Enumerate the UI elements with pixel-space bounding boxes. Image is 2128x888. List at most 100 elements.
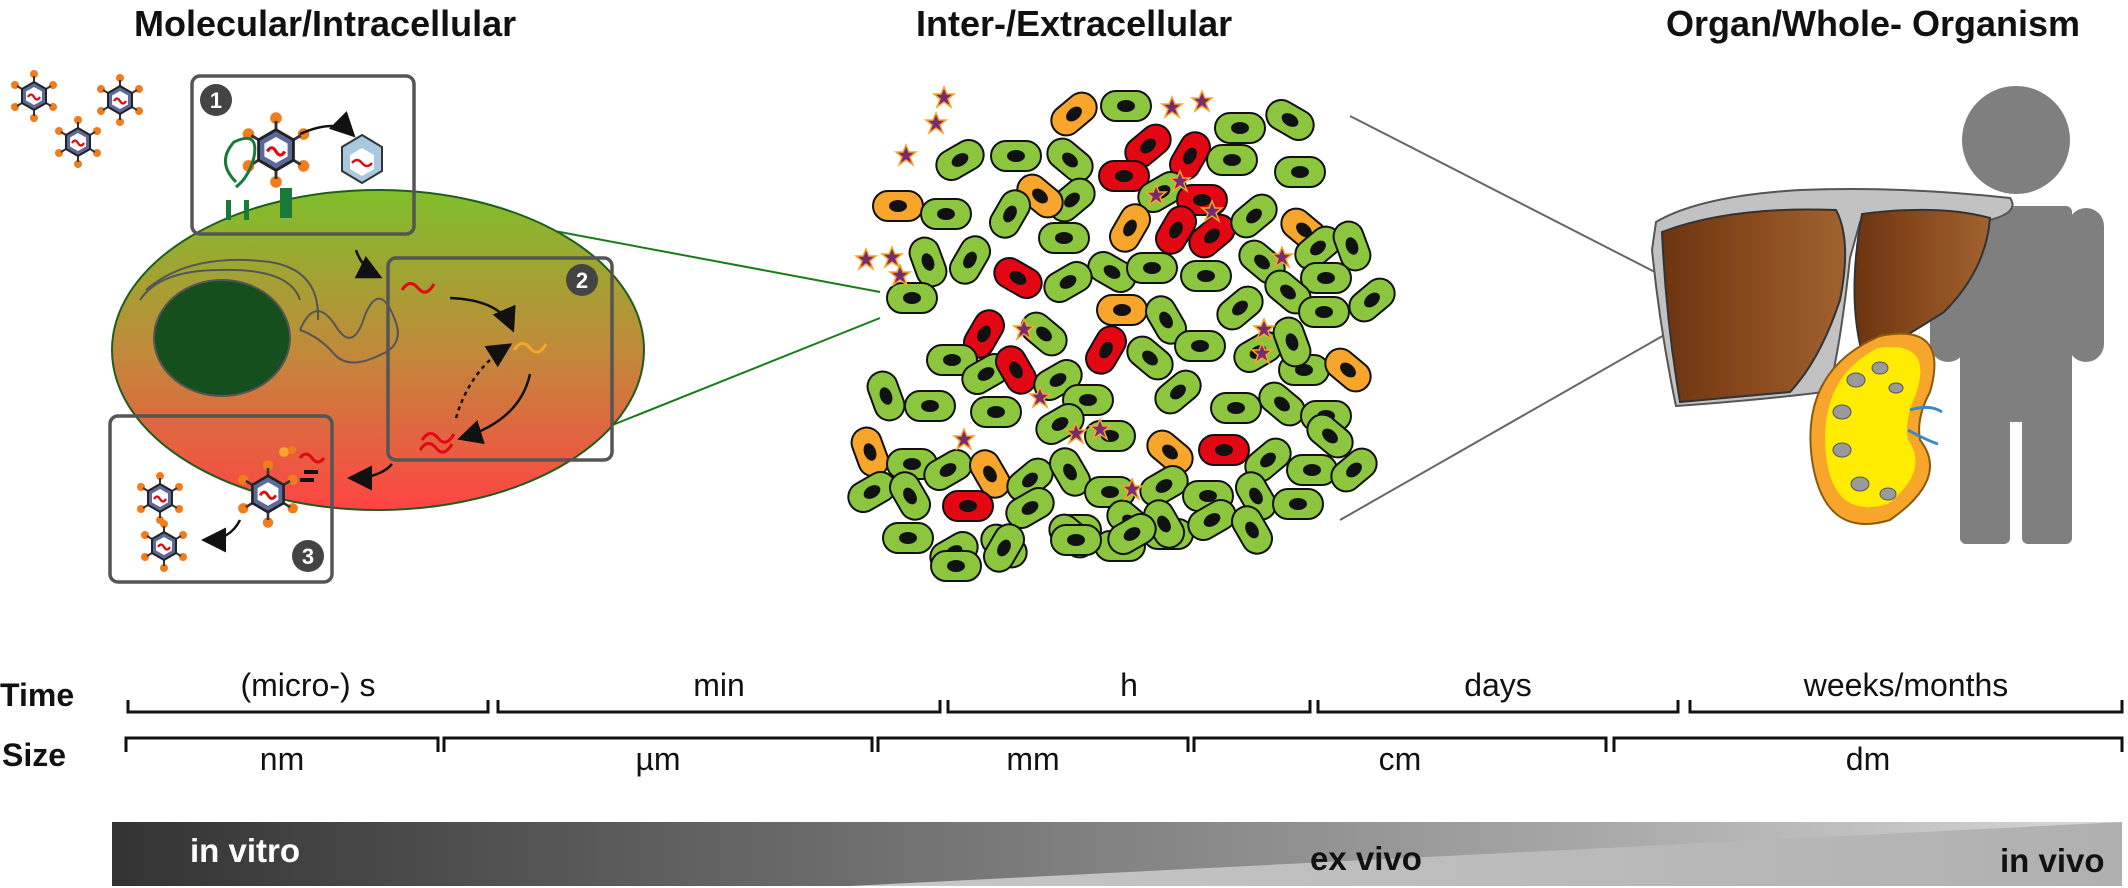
- liver-lobe-right: [1660, 208, 1847, 404]
- arrow-icon: [449, 296, 516, 333]
- virus-icon: [95, 72, 145, 128]
- scale-tick-label: (micro-) s: [240, 667, 375, 703]
- cell: [1332, 220, 1372, 272]
- cell: [1126, 335, 1174, 381]
- cell: [1274, 156, 1326, 188]
- cell: [1100, 90, 1152, 122]
- star-icon: [1161, 96, 1183, 118]
- virus-icon: [241, 110, 311, 190]
- cell: [1180, 260, 1232, 292]
- star-icon: [895, 144, 917, 166]
- ex-vivo-label: ex vivo: [1310, 840, 1422, 877]
- title-molecular: Molecular/Intracellular: [134, 3, 516, 44]
- cell: [1272, 488, 1324, 520]
- receptor-icon: [224, 136, 257, 189]
- cell: [1146, 429, 1194, 475]
- cell: [1230, 193, 1278, 239]
- cell: [1139, 465, 1189, 507]
- model-gradient: in vitro ex vivo in vivo: [112, 822, 2122, 886]
- cell: [989, 189, 1031, 239]
- cell: [1145, 295, 1187, 345]
- rna-icon: [400, 282, 436, 294]
- cell: [866, 370, 906, 422]
- cell: [1050, 91, 1098, 137]
- cell: [847, 471, 897, 513]
- scale-tick-label: days: [1464, 667, 1532, 703]
- cell: [882, 522, 934, 554]
- zoom-line: [1339, 317, 1695, 521]
- scale-tick-label: h: [1120, 667, 1138, 703]
- cell: [1330, 447, 1378, 493]
- cell: [872, 190, 924, 222]
- step-badge-3-label: 3: [302, 544, 314, 569]
- cell: [1005, 487, 1055, 529]
- cell: [1300, 262, 1352, 294]
- cell: [850, 426, 890, 478]
- cell: [1214, 112, 1266, 144]
- arrow-icon: [347, 463, 393, 491]
- scale-bracket: [1688, 700, 2124, 714]
- step-box-1: [190, 74, 416, 236]
- cell: [1154, 369, 1202, 415]
- in-vivo-label: in vivo: [2000, 842, 2105, 879]
- cell: [1098, 160, 1150, 192]
- in-vitro-label: in vitro: [190, 832, 300, 869]
- organ-panel: [1339, 86, 2104, 544]
- cell: [1264, 269, 1312, 315]
- scale-bracket: [496, 700, 942, 714]
- receptor-icon: [280, 188, 292, 218]
- cell: [889, 471, 931, 521]
- golgi-apparatus: [299, 297, 399, 364]
- cell: [1286, 454, 1338, 486]
- cell: [1210, 392, 1262, 424]
- step-badge-1-label: 1: [210, 88, 222, 113]
- cell: [1124, 123, 1172, 169]
- cell: [942, 490, 994, 522]
- cell: [1155, 205, 1197, 255]
- star-icon: [953, 428, 975, 450]
- cell: [1206, 144, 1258, 176]
- cell: [995, 345, 1037, 395]
- cell: [886, 282, 938, 314]
- cell: [990, 140, 1042, 172]
- zoom-line: [599, 317, 881, 431]
- star-icon: [855, 248, 877, 270]
- rna-icon: [418, 432, 456, 454]
- cell: [1198, 434, 1250, 466]
- scale-tick-label: dm: [1846, 741, 1890, 777]
- cell: [1348, 277, 1396, 323]
- title-organ: Organ/Whole- Organism: [1666, 3, 2080, 44]
- cell: [1188, 213, 1236, 259]
- step-badge-2-label: 2: [576, 268, 588, 293]
- cell: [1107, 513, 1157, 555]
- step-badge-3: [292, 540, 324, 572]
- scale-tick-label: weeks/months: [1803, 667, 2009, 703]
- cell: [1038, 222, 1090, 254]
- nucleus: [153, 279, 291, 397]
- scale-bracket: [1612, 736, 2124, 752]
- cell: [970, 396, 1022, 428]
- scale-tick-label: nm: [260, 741, 304, 777]
- arrow-icon: [354, 249, 383, 279]
- scale-bracket: [876, 736, 1190, 752]
- virus-icon: [9, 68, 59, 124]
- liver-lobe-left: [1853, 208, 1992, 362]
- cell: [949, 235, 991, 285]
- size-scale: nm µm mm cm dm: [124, 736, 2124, 777]
- time-scale: (micro-) s min h days weeks/months: [126, 667, 2124, 714]
- cell: [1109, 203, 1151, 253]
- cell: [930, 550, 982, 582]
- cell: [983, 523, 1025, 573]
- step-badge-1: [200, 84, 232, 116]
- scale-bracket: [946, 700, 1312, 714]
- arrow-icon: [457, 373, 532, 445]
- scale-tick-label: mm: [1006, 741, 1059, 777]
- time-scale-label: Time: [0, 677, 74, 713]
- cell-cluster: [847, 86, 1396, 582]
- virus-icon: [135, 470, 185, 526]
- scale-bracket: [1316, 700, 1680, 714]
- scale-bracket: [1192, 736, 1608, 752]
- step-badge-2: [566, 264, 598, 296]
- cell: [993, 257, 1043, 299]
